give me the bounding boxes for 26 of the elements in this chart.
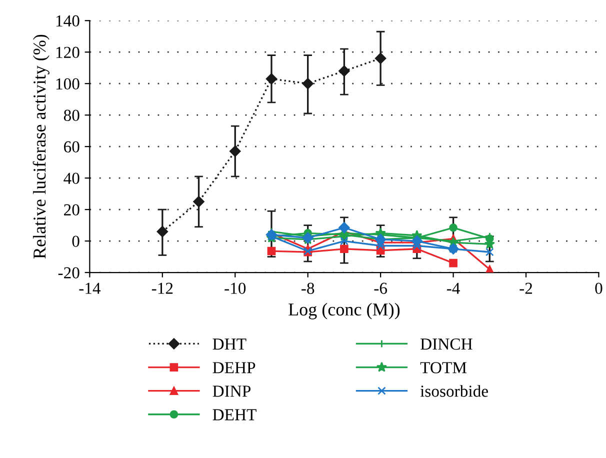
- y-tick-label: 60: [64, 141, 80, 153]
- x-tick-label: -2: [520, 282, 532, 294]
- legend-label: DEHP: [212, 362, 256, 374]
- x-axis-title: Log (conc (M)): [288, 302, 400, 320]
- y-axis-title: Relative luciferase activity (%): [32, 34, 50, 259]
- x-tick-label: -6: [374, 282, 388, 294]
- legend-label: DEHT: [212, 409, 256, 420]
- legend-label: DHT: [212, 338, 246, 350]
- y-tick-label: 20: [64, 204, 80, 216]
- x-tick-label: -12: [152, 282, 173, 294]
- legend-label: TOTM: [420, 362, 466, 374]
- x-tick-label: -8: [302, 282, 314, 294]
- y-tick-label: 0: [72, 236, 80, 247]
- y-tick-label: 140: [56, 15, 80, 27]
- legend-label: isosorbide: [420, 385, 488, 397]
- x-tick-label: -10: [224, 282, 246, 294]
- legend-label: DINP: [212, 386, 251, 397]
- y-tick-label: 40: [64, 172, 80, 184]
- y-tick-label: 100: [56, 78, 80, 90]
- x-tick-label: -14: [79, 282, 101, 294]
- y-tick-label: 80: [64, 110, 80, 122]
- x-tick-label: 0: [595, 282, 602, 294]
- y-tick-label: -20: [58, 267, 80, 278]
- x-tick-label: -4: [446, 282, 460, 294]
- y-tick-label: 120: [56, 46, 80, 58]
- legend-label: DINCH: [420, 338, 472, 350]
